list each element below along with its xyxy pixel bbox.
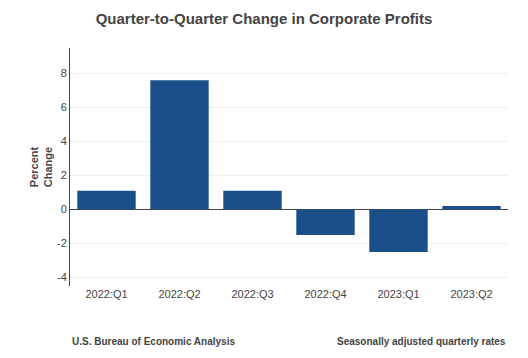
svg-text:Quarter-to-Quarter Change in C: Quarter-to-Quarter Change in Corporate P… <box>96 10 433 27</box>
svg-text:2023:Q1: 2023:Q1 <box>377 288 419 300</box>
svg-text:2022:Q3: 2022:Q3 <box>231 288 273 300</box>
svg-text:2023:Q2: 2023:Q2 <box>450 288 492 300</box>
svg-text:-2: -2 <box>57 237 67 249</box>
svg-text:2022:Q4: 2022:Q4 <box>304 288 346 300</box>
svg-text:-4: -4 <box>57 271 67 283</box>
svg-text:PercentChange: PercentChange <box>28 146 54 187</box>
svg-text:U.S. Bureau of Economic Analys: U.S. Bureau of Economic Analysis <box>72 336 235 347</box>
svg-text:0: 0 <box>61 203 67 215</box>
svg-text:2022:Q1: 2022:Q1 <box>85 288 127 300</box>
svg-text:2022:Q2: 2022:Q2 <box>158 288 200 300</box>
svg-text:Seasonally adjusted quarterly: Seasonally adjusted quarterly rates <box>337 336 506 347</box>
svg-text:4: 4 <box>61 135 67 147</box>
svg-text:2: 2 <box>61 169 67 181</box>
svg-text:6: 6 <box>61 101 67 113</box>
svg-text:8: 8 <box>61 67 67 79</box>
